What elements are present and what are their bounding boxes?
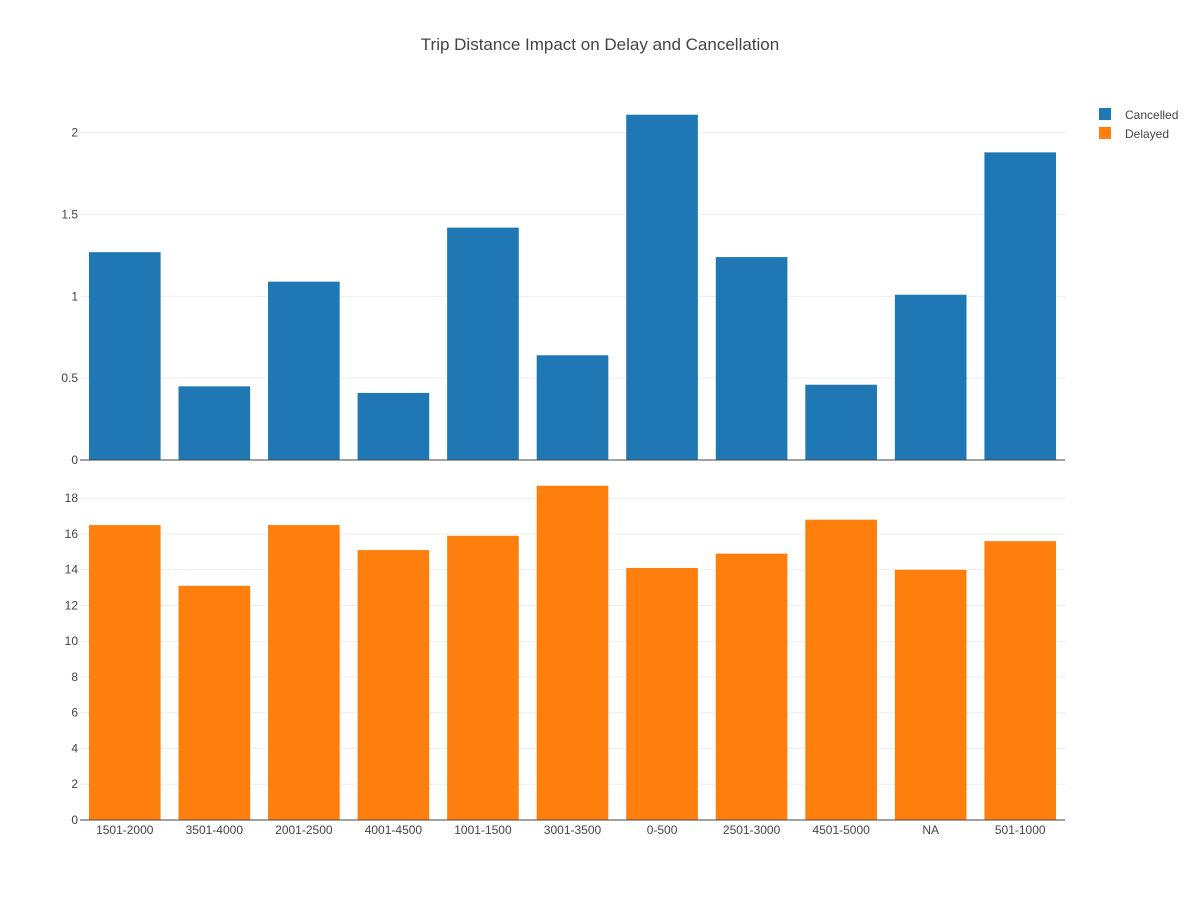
bar-cancelled[interactable] [626,114,698,461]
legend-swatch [1099,108,1111,120]
y-tick-label: 14 [65,563,79,577]
y-tick-label: 4 [71,741,78,755]
x-tick-label: 4501-5000 [812,823,870,837]
x-tick-label: 501-1000 [995,823,1046,837]
legend-item-delayed[interactable]: Delayed [1099,127,1169,141]
y-tick-label: 0 [71,453,78,467]
bar-delayed[interactable] [268,525,340,820]
bar-cancelled[interactable] [984,152,1057,460]
y-tick-label: 1 [71,289,78,303]
bar-cancelled[interactable] [178,386,251,460]
bar-cancelled[interactable] [447,227,519,460]
bar-cancelled[interactable] [805,384,877,460]
bar-cancelled[interactable] [268,281,340,460]
legend-item-cancelled[interactable]: Cancelled [1099,108,1178,122]
panel-delayed: 0 2 4 6 8 10 12 14 16 18 [65,485,1065,827]
y-tick-label: 18 [65,491,79,505]
y-tick-label: 6 [71,706,78,720]
legend-label: Cancelled [1125,108,1178,122]
bar-delayed[interactable] [805,519,877,820]
y-tick-label: 16 [65,527,79,541]
bar-cancelled[interactable] [715,257,788,460]
y-tick-label: 0 [71,813,78,827]
chart-title: Trip Distance Impact on Delay and Cancel… [421,35,779,54]
bar-delayed[interactable] [626,567,698,820]
legend: Cancelled Delayed [1099,108,1178,141]
x-tick-label: 1501-2000 [96,823,154,837]
x-tick-label: 3501-4000 [186,823,244,837]
y-tick-label: 8 [71,670,78,684]
x-tick-label: NA [922,823,939,837]
y-tick-label: 2 [71,126,78,140]
y-tick-label: 12 [65,598,79,612]
bar-delayed[interactable] [357,550,430,820]
legend-label: Delayed [1125,127,1169,141]
bar-delayed[interactable] [894,569,967,820]
bar-cancelled[interactable] [88,252,161,460]
bar-delayed[interactable] [88,525,161,820]
x-tick-label: 1001-1500 [454,823,512,837]
bar-cancelled[interactable] [894,294,967,460]
chart-panels: 0 0.5 1 1.5 2 0 2 4 6 8 10 12 14 16 18 1501-2000 3501-40… [61,114,1065,837]
bar-delayed[interactable] [536,485,609,820]
bar-delayed[interactable] [447,535,519,820]
x-tick-label: 0-500 [647,823,678,837]
bar-cancelled[interactable] [357,392,430,460]
x-tick-label: 2501-3000 [723,823,781,837]
x-tick-label: 4001-4500 [365,823,423,837]
y-tick-label: 1.5 [61,208,78,222]
y-tick-label: 0.5 [61,371,78,385]
bar-delayed[interactable] [715,553,788,820]
bar-delayed[interactable] [984,541,1057,820]
legend-swatch [1099,127,1111,139]
bar-delayed[interactable] [178,585,251,820]
x-tick-label: 3001-3500 [544,823,602,837]
bar-cancelled[interactable] [536,355,609,460]
x-tick-label: 2001-2500 [275,823,333,837]
y-tick-label: 2 [71,777,78,791]
panel-cancelled: 0 0.5 1 1.5 2 [61,114,1065,467]
y-tick-label: 10 [65,634,79,648]
